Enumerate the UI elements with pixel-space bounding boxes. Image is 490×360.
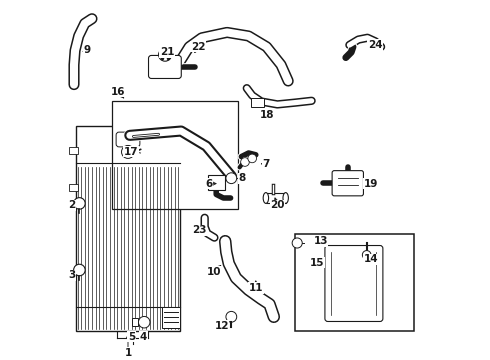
Bar: [208, 175, 225, 190]
Text: 11: 11: [248, 283, 263, 293]
Text: 21: 21: [160, 47, 174, 57]
Text: 4: 4: [140, 332, 147, 342]
Text: 15: 15: [310, 258, 324, 268]
Circle shape: [241, 158, 249, 166]
Circle shape: [139, 316, 150, 328]
Text: 24: 24: [368, 40, 383, 50]
Bar: [266, 193, 286, 203]
Ellipse shape: [283, 193, 289, 203]
Text: 2: 2: [68, 200, 75, 210]
Text: 14: 14: [364, 254, 378, 264]
Text: 20: 20: [270, 200, 285, 210]
FancyBboxPatch shape: [332, 171, 364, 196]
Text: 12: 12: [214, 321, 229, 331]
Bar: [132, 318, 138, 326]
Text: 16: 16: [111, 87, 125, 97]
Text: 8: 8: [239, 173, 246, 183]
Text: 18: 18: [259, 110, 274, 120]
Circle shape: [292, 238, 302, 248]
Circle shape: [74, 264, 85, 276]
Bar: [295, 234, 414, 331]
Circle shape: [363, 251, 371, 259]
Text: 6: 6: [205, 179, 213, 189]
FancyBboxPatch shape: [112, 101, 238, 209]
Circle shape: [74, 198, 85, 209]
Circle shape: [159, 48, 171, 61]
Bar: [69, 147, 77, 154]
Text: 13: 13: [313, 236, 328, 246]
Text: 22: 22: [191, 42, 205, 52]
Text: 9: 9: [84, 45, 91, 55]
Circle shape: [122, 145, 134, 158]
Bar: [69, 184, 77, 191]
Bar: [76, 126, 180, 331]
Text: 7: 7: [262, 159, 270, 169]
FancyBboxPatch shape: [251, 98, 264, 107]
Circle shape: [248, 154, 257, 163]
Ellipse shape: [263, 193, 269, 203]
Text: 5: 5: [128, 332, 135, 342]
Text: 19: 19: [364, 179, 378, 189]
Text: 17: 17: [123, 147, 138, 157]
FancyBboxPatch shape: [325, 246, 383, 321]
Text: 1: 1: [124, 348, 132, 358]
Text: 10: 10: [207, 267, 221, 277]
Text: 23: 23: [192, 225, 206, 235]
Text: 3: 3: [68, 270, 75, 280]
Circle shape: [226, 173, 237, 184]
FancyBboxPatch shape: [148, 55, 181, 78]
Bar: [162, 307, 180, 328]
FancyBboxPatch shape: [116, 132, 140, 147]
Circle shape: [226, 311, 237, 322]
